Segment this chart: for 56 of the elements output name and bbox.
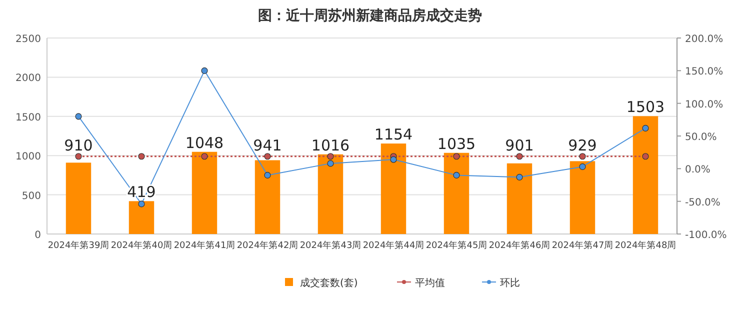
point <box>138 200 145 208</box>
data-label: 1035 <box>437 134 476 153</box>
x-tick-label: 2024年第45周 <box>426 240 488 251</box>
y-tick-label: 1000 <box>16 152 41 163</box>
y-tick-label: 500 <box>22 190 41 202</box>
y-tick-label: 1500 <box>16 112 41 124</box>
y2-tick-label: 150.0% <box>685 66 724 78</box>
x-tick-label: 2024年第42周 <box>236 240 298 251</box>
y-tick-label: 2500 <box>16 34 41 45</box>
y2-tick-label: -100.0% <box>685 230 727 241</box>
point <box>516 174 523 180</box>
bar <box>254 160 280 234</box>
legend-label: 成交套数(套) <box>300 277 358 289</box>
bar <box>128 201 154 234</box>
x-tick-label: 2024年第43周 <box>300 240 362 251</box>
bar <box>570 161 596 234</box>
x-tick-label: 2024年第40周 <box>110 240 172 251</box>
data-label: 1016 <box>311 136 350 154</box>
bar <box>506 163 532 234</box>
y-tick-label: 2000 <box>16 73 41 84</box>
y2-tick-label: 0.0% <box>685 164 710 176</box>
bar <box>632 116 658 234</box>
y-tick-label: 0 <box>34 230 41 241</box>
data-label: 901 <box>505 136 534 154</box>
point <box>390 156 397 163</box>
y2-tick-label: 200.0% <box>685 34 724 45</box>
bar <box>444 152 470 234</box>
bar <box>66 162 92 234</box>
data-label: 929 <box>568 136 597 154</box>
x-tick-label: 2024年第47周 <box>552 240 614 251</box>
x-tick-label: 2024年第44周 <box>362 240 424 251</box>
y2-tick-label: -50.0% <box>685 197 720 208</box>
point <box>453 172 460 178</box>
point <box>75 113 82 120</box>
data-label: 941 <box>253 136 282 154</box>
x-tick-label: 2024年第48周 <box>614 240 676 251</box>
legend-label: 平均值 <box>415 277 445 289</box>
bar <box>380 144 406 234</box>
data-label: 1503 <box>626 98 665 116</box>
bar <box>192 152 218 234</box>
legend-label: 环比 <box>500 277 520 289</box>
x-tick-label: 2024年第39周 <box>48 240 110 251</box>
x-tick-label: 2024年第41周 <box>174 240 236 251</box>
y2-tick-label: 50.0% <box>685 132 717 143</box>
point <box>642 124 649 132</box>
chart-title: 图：近十周苏州新建商品房成交走势 <box>258 7 482 24</box>
data-label: 910 <box>64 136 93 154</box>
y2-tick-label: 100.0% <box>685 99 724 110</box>
data-label: 1048 <box>185 134 224 152</box>
x-tick-label: 2024年第46周 <box>488 240 550 251</box>
data-label: 1154 <box>374 126 413 144</box>
point <box>327 160 334 167</box>
point <box>579 163 586 170</box>
point <box>264 172 271 178</box>
point <box>201 67 208 74</box>
bar <box>318 154 344 234</box>
